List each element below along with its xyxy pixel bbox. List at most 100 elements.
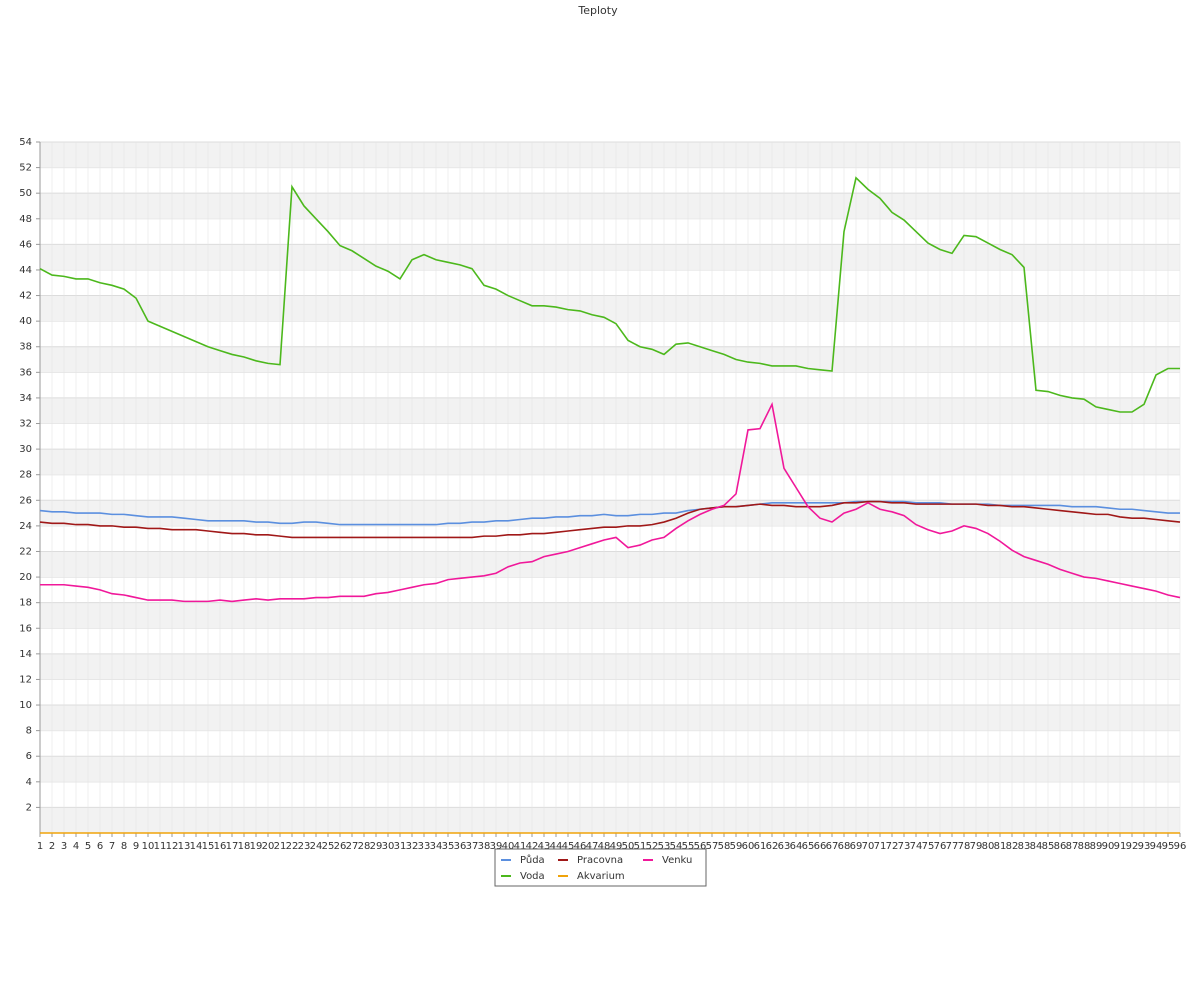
series-line	[39, 500, 1181, 539]
x-tick-label: 38	[478, 841, 491, 852]
y-tick-label: 30	[19, 444, 32, 455]
y-tick-label: 32	[19, 419, 32, 430]
x-tick-label: 43	[538, 841, 551, 852]
y-tick-label: 50	[19, 188, 32, 199]
grid-band	[40, 142, 1180, 168]
y-tick-label: 34	[19, 393, 32, 404]
x-tick-label: 56	[694, 841, 707, 852]
x-tick-label: 62	[766, 841, 779, 852]
x-tick-label: 34	[430, 841, 443, 852]
series-line	[39, 500, 1180, 526]
x-tick-label: 71	[874, 841, 887, 852]
x-tick-label: 57	[706, 841, 719, 852]
x-tick-label: 37	[466, 841, 479, 852]
x-tick-label: 94	[1150, 841, 1163, 852]
y-tick-label: 26	[19, 495, 32, 506]
x-tick-label: 79	[970, 841, 983, 852]
x-tick-label: 58	[718, 841, 731, 852]
x-tick-label: 27	[346, 841, 359, 852]
x-tick-label: 64	[790, 841, 803, 852]
legend-label: Akvarium	[577, 871, 625, 882]
x-tick-label: 60	[742, 841, 755, 852]
y-tick-label: 52	[19, 163, 32, 174]
x-tick-label: 55	[682, 841, 695, 852]
x-tick-label: 96	[1174, 841, 1187, 852]
x-tick-label: 54	[670, 841, 683, 852]
x-tick-label: 67	[826, 841, 839, 852]
y-tick-label: 48	[19, 214, 32, 225]
y-tick-label: 6	[26, 751, 32, 762]
x-tick-label: 66	[814, 841, 827, 852]
x-tick-label: 51	[634, 841, 647, 852]
x-tick-label: 75	[922, 841, 935, 852]
x-tick-label: 11	[154, 841, 167, 852]
y-tick-label: 8	[26, 726, 32, 737]
x-tick-label: 7	[109, 841, 115, 852]
x-tick-label: 41	[514, 841, 527, 852]
x-tick-label: 95	[1162, 841, 1175, 852]
x-tick-label: 17	[226, 841, 239, 852]
x-tick-label: 65	[802, 841, 815, 852]
grid-band	[40, 449, 1180, 475]
series-line	[39, 176, 1180, 413]
x-tick-label: 4	[73, 841, 79, 852]
x-tick-label: 15	[202, 841, 215, 852]
x-tick-label: 16	[214, 841, 227, 852]
grid-band	[40, 807, 1180, 833]
y-tick-label: 14	[19, 649, 32, 660]
x-tick-label: 8	[121, 841, 127, 852]
x-tick-label: 32	[406, 841, 419, 852]
y-tick-label: 4	[26, 777, 32, 788]
x-tick-label: 19	[250, 841, 263, 852]
x-tick-label: 22	[286, 841, 299, 852]
x-tick-label: 89	[1090, 841, 1103, 852]
x-tick-label: 77	[946, 841, 959, 852]
grid-band	[40, 295, 1180, 322]
x-tick-label: 44	[550, 841, 563, 852]
y-tick-label: 22	[19, 546, 32, 557]
x-tick-label: 68	[838, 841, 851, 852]
x-tick-label: 24	[310, 841, 323, 852]
y-tick-label: 28	[19, 470, 32, 481]
x-tick-label: 28	[358, 841, 371, 852]
grid-band	[40, 500, 1180, 526]
x-tick-label: 6	[97, 841, 103, 852]
x-tick-label: 1	[37, 841, 43, 852]
x-tick-label: 14	[190, 841, 203, 852]
y-tick-label: 2	[26, 802, 32, 813]
y-tick-label: 24	[19, 521, 32, 532]
grid-band	[40, 397, 1180, 424]
grid-band	[40, 705, 1180, 731]
x-tick-label: 76	[934, 841, 947, 852]
x-tick-label: 39	[490, 841, 503, 852]
x-tick-label: 69	[850, 841, 863, 852]
x-tick-label: 91	[1114, 841, 1127, 852]
x-tick-label: 21	[274, 841, 287, 852]
x-tick-label: 53	[658, 841, 671, 852]
grid-band	[40, 193, 1180, 219]
x-tick-label: 26	[334, 841, 347, 852]
x-tick-label: 50	[622, 841, 635, 852]
x-tick-label: 92	[1126, 841, 1139, 852]
y-tick-label: 12	[19, 674, 32, 685]
x-tick-label: 36	[454, 841, 467, 852]
x-tick-label: 20	[262, 841, 275, 852]
grid-band	[40, 346, 1180, 373]
x-tick-label: 46	[574, 841, 587, 852]
x-tick-label: 12	[166, 841, 179, 852]
x-tick-label: 9	[133, 841, 139, 852]
x-tick-label: 29	[370, 841, 383, 852]
y-tick-label: 40	[19, 316, 32, 327]
x-tick-label: 40	[502, 841, 515, 852]
x-tick-label: 18	[238, 841, 251, 852]
x-tick-label: 10	[142, 841, 155, 852]
y-tick-label: 16	[19, 623, 32, 634]
x-tick-label: 88	[1078, 841, 1091, 852]
grid-band	[40, 244, 1180, 270]
x-tick-label: 74	[910, 841, 923, 852]
x-tick-label: 78	[958, 841, 971, 852]
x-tick-label: 81	[994, 841, 1007, 852]
x-tick-label: 73	[898, 841, 911, 852]
y-tick-label: 36	[19, 367, 32, 378]
